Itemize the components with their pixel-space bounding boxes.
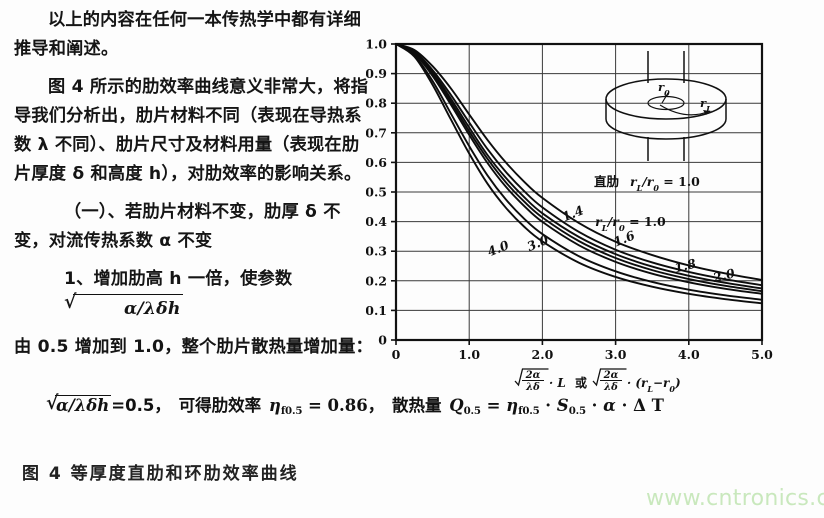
x-label-conjunction: 或 [575, 375, 587, 390]
formula-eq3: = [486, 396, 501, 415]
chart-svg: 0 1.0 2.0 3.0 4.0 5.0 00.10.20.30.40.50.60.70… [366, 37, 774, 395]
paragraph-1: 以上的内容在任何一本传热学中都有详细推导和阐述。 [14, 10, 361, 59]
efficiency-curve [395, 43, 763, 290]
curve-label-2-0: 2.0 [711, 265, 737, 285]
formula-eta-sub: f0.5 [280, 404, 303, 417]
paragraph-2: 图 4 所示的肋效率曲线意义非常大，将指导我们分析出，肋片材料不同（表现在导热系… [14, 77, 369, 184]
curve-label-ratio-1-0: rL/r0 = 1.0 [595, 214, 666, 234]
x-tick-label: 1.0 [458, 347, 480, 362]
y-tick-label: 0.1 [366, 303, 387, 318]
inset-caption-prefix: 直肋 [594, 174, 619, 189]
efficiency-curve [395, 43, 763, 293]
x-label-fraction-1-denominator: λδ [525, 382, 540, 393]
x-label-radical-2 [592, 368, 627, 387]
y-tick-label: 0.7 [366, 125, 387, 140]
curve-label-1-6: 1.6 [611, 227, 637, 249]
curve-label-3-0: 3.0 [525, 232, 551, 254]
x-label-fraction-2-numerator: 2α [603, 370, 619, 381]
chart-axes [391, 42, 764, 345]
y-tick-label: 0.9 [366, 66, 387, 81]
x-label-fraction-2-denominator: λδ [603, 382, 618, 393]
efficiency-curve [395, 43, 763, 295]
y-tick-label: 0.2 [366, 273, 387, 288]
inline-radical-1: √ α/λδh [14, 291, 183, 324]
disc-top-ellipse [605, 78, 727, 120]
disc-bottom-front-arc [605, 118, 727, 140]
y-tick-label: 1.0 [366, 37, 387, 52]
paragraph-5: 由 0.5 增加到 1.0，整个肋片散热量增加量： [14, 337, 373, 357]
chart-curves [395, 43, 763, 305]
efficiency-curve [395, 43, 763, 281]
formula-s-sub: 0.5 [568, 404, 586, 417]
paragraph-4-prefix: 1、增加肋高 h 一倍，使参数 [64, 269, 293, 289]
formula-dot-1: · [545, 396, 552, 415]
efficiency-curve [395, 43, 763, 305]
x-tick-label: 0 [392, 347, 401, 362]
x-tick-label: 2.0 [532, 347, 554, 362]
formula-dot-2: · [591, 396, 598, 415]
chart-x-tick-labels: 0 1.0 2.0 3.0 4.0 5.0 [392, 347, 774, 362]
inline-radicand-1: α/λδh [73, 294, 183, 324]
formula-eta2-sub: f0.5 [518, 404, 540, 417]
paragraph-4: 1、增加肋高 h 一倍，使参数 √ α/λδh [14, 265, 374, 324]
formula-eta2: η [506, 396, 519, 415]
x-label-fraction-1-numerator: 2α [525, 370, 541, 381]
efficiency-curve [395, 43, 763, 287]
formula-alpha: α [603, 396, 616, 415]
curve-label-1-4: 1.4 [560, 202, 586, 224]
y-tick-label: 0.4 [366, 214, 387, 229]
paragraph-3: （一）、若肋片材料不变，肋厚 δ 不变，对流传热系数 α 不变 [14, 202, 341, 251]
x-label-mid-1: · L [549, 376, 566, 390]
inset-label-r0: r0 [658, 80, 670, 98]
figure-caption: 图 4 等厚度直肋和环肋效率曲线 [22, 464, 299, 484]
formula-radical: √ α/λδh [46, 392, 112, 415]
result-formula-line: √ α/λδh =0.5， 可得肋效率 ηf0.5 = 0.86， 散热量 Q0… [46, 392, 806, 417]
fin-efficiency-chart: 0 1.0 2.0 3.0 4.0 5.0 0 0.1 0.2 0.3 0.4 0.5 0.6 0.7 0… [366, 4, 822, 396]
formula-label-heat: 散热量 [392, 396, 442, 415]
radical-sign-icon: √ [64, 291, 77, 313]
chart-inset-annular-fin-diagram: r0 rL 直肋 rL/r0 = 1.0 [594, 51, 727, 193]
formula-delta-t: Δ T [633, 396, 664, 415]
efficiency-curve [395, 43, 763, 301]
formula-q-sub: 0.5 [463, 404, 481, 417]
article-text-column: 以上的内容在任何一本传热学中都有详细推导和阐述。 图 4 所示的肋效率曲线意义非… [14, 6, 374, 371]
curve-label-1-8: 1.8 [673, 256, 698, 276]
formula-s: S [556, 396, 569, 415]
y-tick-label: 0.3 [366, 244, 387, 259]
y-tick-label: 0.6 [366, 155, 387, 170]
formula-q: Q [449, 396, 464, 415]
x-tick-label: 4.0 [678, 347, 700, 362]
formula-eq2: = 0.86， [307, 396, 385, 415]
formula-radicand: α/λδh [55, 395, 112, 415]
site-watermark: www.cntronics.com [646, 486, 824, 511]
formula-eta: η [268, 396, 281, 415]
chart-curve-labels: rL/r0 = 1.0 1.4 1.6 1.8 2.0 3.0 4.0 [485, 202, 736, 285]
y-tick-label: 0.5 [366, 185, 387, 200]
formula-label-efficiency: 可得肋效率 [178, 396, 262, 415]
x-tick-label: 3.0 [605, 347, 627, 362]
x-label-mid-2: · (rL−r0) [627, 376, 681, 394]
chart-gridlines [396, 44, 762, 340]
y-tick-label: 0 [378, 333, 387, 348]
formula-eq1: =0.5， [111, 396, 171, 415]
x-label-radical-1 [514, 368, 549, 387]
radical-sign-icon: √ [46, 392, 59, 414]
inset-label-rL: rL [700, 96, 712, 114]
radius-rL-arrowhead [703, 110, 710, 115]
y-tick-label: 0.8 [366, 96, 387, 111]
formula-dot-3: · [621, 396, 628, 415]
inset-caption-ratio: rL/r0 = 1.0 [630, 174, 700, 193]
radius-r0-arrow [661, 92, 669, 104]
chart-y-tick-labels: 0 0.1 0.2 0.3 0.4 0.5 0.6 0.7 0.8 0.9 1.0 [366, 37, 387, 348]
x-tick-label: 5.0 [751, 347, 773, 362]
curve-label-4-0: 4.0 [485, 237, 511, 259]
